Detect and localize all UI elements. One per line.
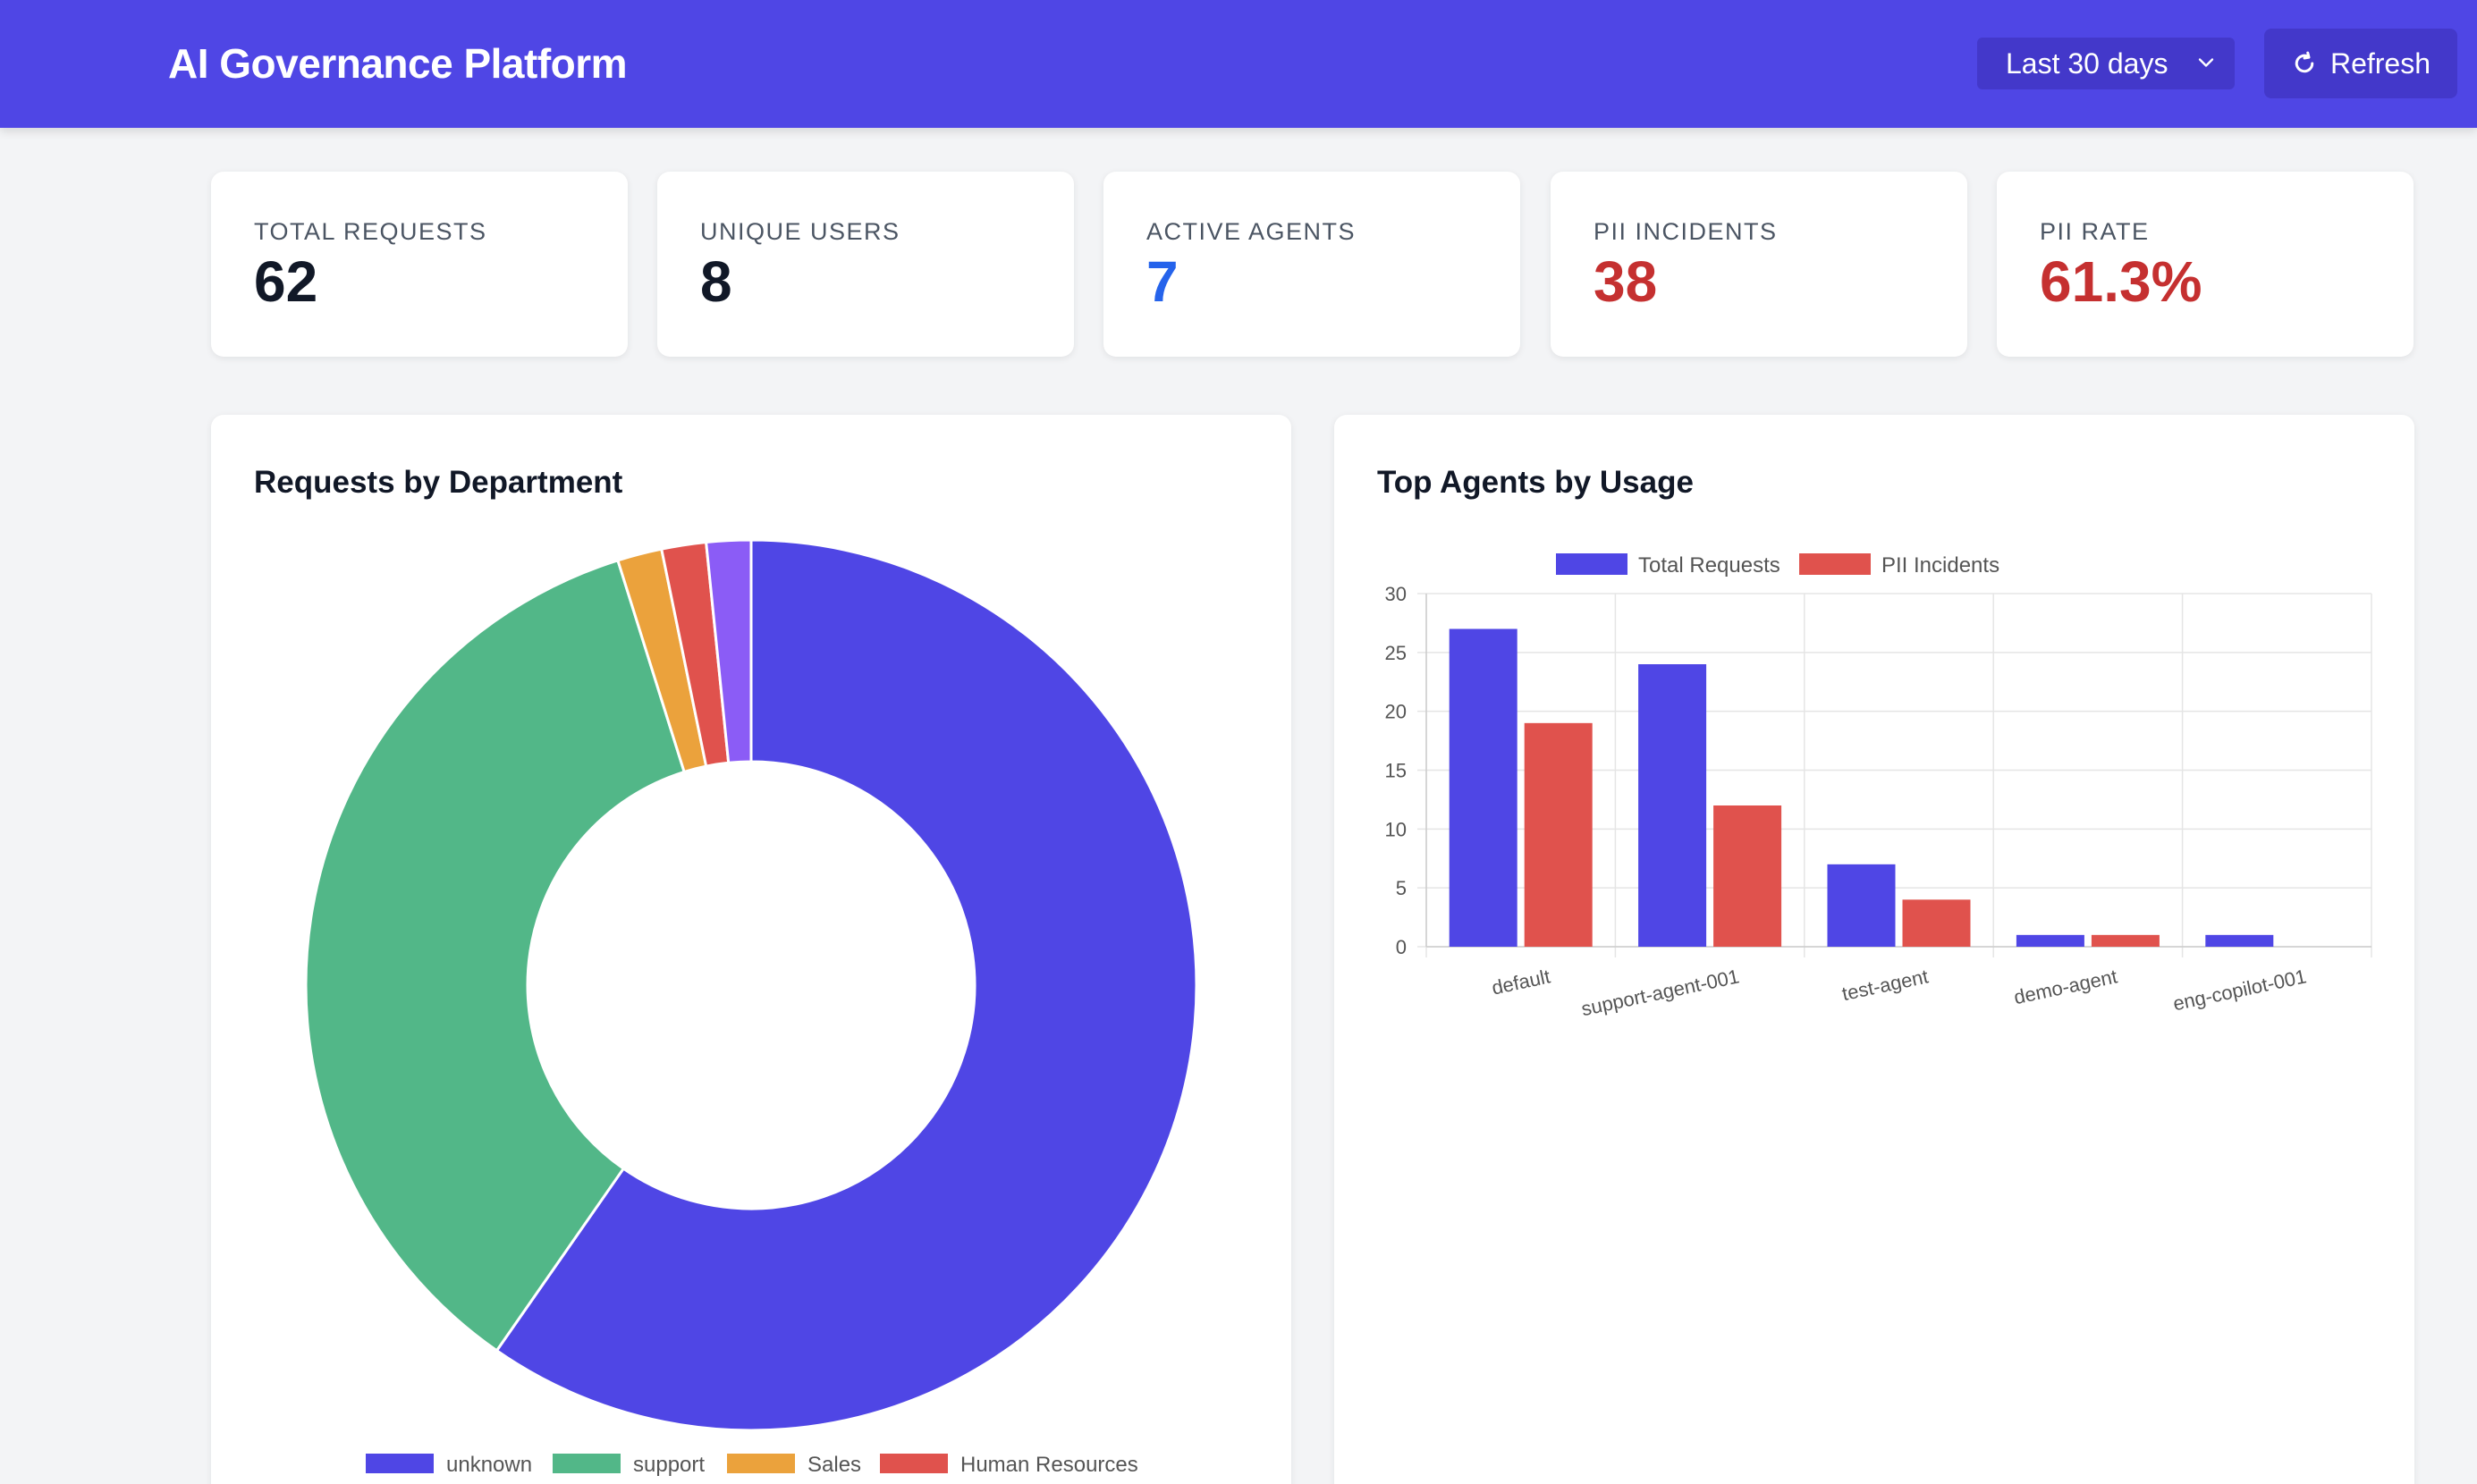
refresh-icon	[2295, 51, 2314, 73]
x-tick-label: demo-agent	[2012, 965, 2119, 1008]
stat-label: PII INCIDENTS	[1594, 218, 1778, 245]
x-tick-label: support-agent-001	[1579, 965, 1741, 1020]
bar[interactable]	[2016, 934, 2084, 947]
refresh-button[interactable]: Refresh	[2264, 29, 2457, 98]
stat-value: 7	[1146, 249, 1179, 314]
stat-value: 61.3%	[2040, 249, 2202, 314]
y-tick-label: 5	[1396, 877, 1407, 899]
legend-swatch	[1799, 553, 1871, 575]
bar[interactable]	[1713, 805, 1782, 947]
stat-value: 62	[254, 249, 318, 314]
x-tick-label: eng-copilot-001	[2171, 965, 2309, 1015]
legend-label[interactable]: PII Incidents	[1881, 553, 1999, 578]
bar[interactable]	[1638, 664, 1707, 947]
bar[interactable]	[1902, 899, 1971, 947]
bar[interactable]	[1524, 722, 1593, 947]
donut-slice[interactable]	[304, 558, 687, 1353]
legend-label[interactable]: Sales	[807, 1453, 861, 1477]
stat-card-active-agents: ACTIVE AGENTS 7	[1103, 172, 1520, 357]
y-tick-label: 20	[1385, 701, 1407, 723]
legend-label[interactable]: unknown	[446, 1453, 532, 1477]
department-donut-chart: unknown support Sales Human Resources	[304, 538, 1198, 1477]
y-tick-label: 30	[1385, 583, 1407, 605]
bar[interactable]	[1449, 628, 1517, 948]
legend-swatch	[366, 1454, 434, 1473]
stat-card-unique-users: UNIQUE USERS 8	[657, 172, 1074, 357]
legend-swatch	[1556, 553, 1627, 575]
x-tick-label: default	[1490, 965, 1552, 999]
panel-title: Requests by Department	[254, 465, 623, 500]
bar[interactable]	[2091, 934, 2160, 947]
y-tick-label: 10	[1385, 818, 1407, 840]
chevron-down-icon	[2198, 58, 2214, 67]
legend-label[interactable]: support	[633, 1453, 705, 1477]
department-panel: Requests by Department unknown support Sal…	[211, 415, 1291, 1484]
app-header: AI Governance Platform Last 30 days Refr…	[0, 0, 2477, 128]
stat-label: UNIQUE USERS	[700, 218, 900, 245]
stat-card-total-requests: TOTAL REQUESTS 62	[211, 172, 628, 357]
agents-bar-chart: 0 5 10 15 20 25 30 default support-agent-001 test…	[1385, 553, 2372, 1020]
bar[interactable]	[2205, 934, 2274, 947]
donut-slice[interactable]	[495, 538, 1198, 1432]
agents-panel: Top Agents by Usage 0 5 10 15 20 25 30 default s…	[1334, 415, 2414, 1484]
stat-label: TOTAL REQUESTS	[254, 218, 487, 245]
legend-label[interactable]: Total Requests	[1638, 553, 1780, 578]
date-range-select[interactable]: Last 30 days	[1977, 38, 2235, 89]
legend-swatch	[553, 1454, 621, 1473]
y-tick-label: 25	[1385, 642, 1407, 664]
donut-slice[interactable]	[704, 538, 753, 764]
legend-swatch	[727, 1454, 795, 1473]
x-tick-label: test-agent	[1840, 965, 1931, 1005]
panel-title: Top Agents by Usage	[1377, 465, 1694, 500]
legend-swatch	[880, 1454, 948, 1473]
refresh-label: Refresh	[2329, 46, 2431, 80]
stat-value: 38	[1594, 249, 1658, 314]
date-range-value: Last 30 days	[2006, 46, 2168, 80]
app-title: AI Governance Platform	[168, 40, 628, 87]
stat-label: PII RATE	[2040, 218, 2150, 245]
stat-label: ACTIVE AGENTS	[1146, 218, 1357, 245]
bar[interactable]	[1827, 864, 1896, 947]
y-tick-label: 0	[1396, 936, 1407, 958]
y-tick-label: 15	[1385, 760, 1407, 782]
stat-card-pii-incidents: PII INCIDENTS 38	[1551, 172, 1967, 357]
legend-label[interactable]: Human Resources	[960, 1453, 1138, 1477]
stat-card-pii-rate: PII RATE 61.3%	[1997, 172, 2414, 357]
stat-value: 8	[700, 249, 732, 314]
